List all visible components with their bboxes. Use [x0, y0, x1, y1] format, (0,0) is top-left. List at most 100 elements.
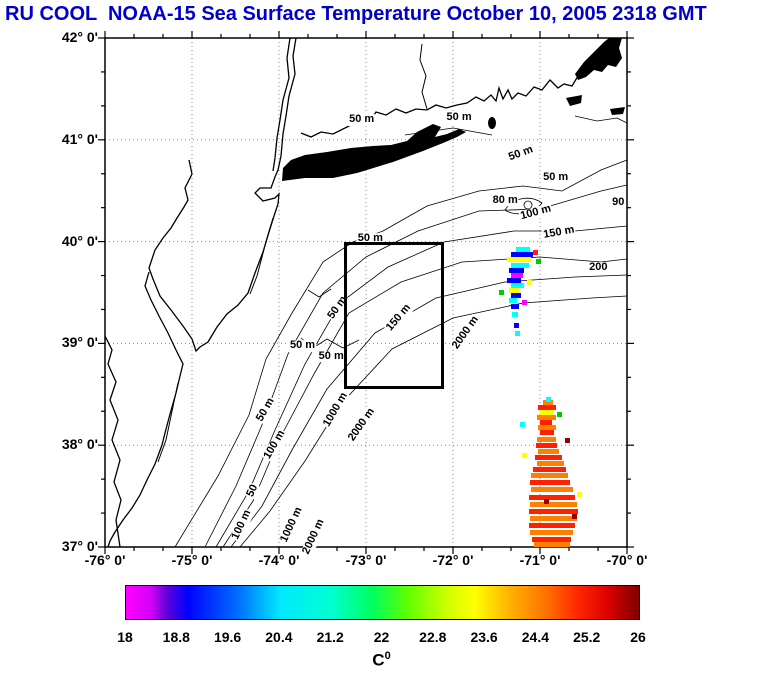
colorbar-unit-letter: C [372, 650, 385, 670]
offshore-sst-patch-north-cell [533, 250, 539, 256]
offshore-sst-patch-north [515, 247, 530, 253]
y-axis-tick-label: 37° 0' [61, 538, 98, 554]
offshore-sst-patch-north [508, 298, 518, 304]
coast-hudson-west-bank [272, 37, 291, 172]
figure-title: RU COOL NOAA-15 Sea Surface Temperature … [5, 3, 707, 25]
offshore-sst-patch-south-cell [556, 412, 562, 418]
offshore-sst-patch-north [508, 267, 525, 273]
connecticut-river [419, 43, 428, 110]
offshore-sst-patch-north [512, 312, 519, 318]
block-island [488, 117, 496, 129]
offshore-sst-patch-south [533, 467, 567, 473]
x-axis-tick-label: -76° 0' [84, 552, 126, 568]
colorbar-tick-label: 21.2 [316, 629, 344, 645]
contour-depth-label: 2000 m [449, 313, 483, 353]
contour-1000m [230, 274, 628, 548]
contour-depth-label: 80 m [491, 194, 519, 207]
coast-chesapeake-shore [104, 335, 122, 548]
offshore-sst-patch-north [511, 293, 521, 299]
offshore-sst-patch-south [538, 425, 556, 431]
colorbar-tick-label: 23.6 [470, 629, 498, 645]
contour-50m-shoals [574, 115, 628, 124]
offshore-sst-patch-south [528, 523, 575, 529]
contour-depth-label: 2000 m [345, 405, 378, 445]
offshore-sst-patch-south-cell [521, 452, 527, 458]
x-axis-tick-label: -74° 0' [258, 552, 300, 568]
offshore-sst-patch-south [540, 410, 554, 416]
colorbar-tick-label: 18 [117, 629, 133, 645]
offshore-sst-patch-north [511, 252, 534, 258]
contour-depth-label: 50 m [445, 111, 473, 125]
plot-frame [104, 37, 628, 548]
contour-100m [204, 184, 628, 548]
colorbar-tick-label: 26 [630, 629, 646, 645]
contour-depth-label: 2000 m [299, 516, 328, 558]
offshore-sst-patch-north [506, 277, 521, 283]
contour-depth-label: 100 m [229, 507, 255, 543]
offshore-sst-patch-south-cell [544, 498, 550, 504]
coast-delmarva-barrier-islands [157, 382, 179, 463]
colorbar-tick-label: 19.6 [213, 629, 242, 645]
colorbar-unit-superscript: 0 [384, 650, 391, 662]
offshore-sst-patch-south [530, 501, 577, 507]
colorbar-tick-label: 18.8 [162, 629, 190, 645]
offshore-sst-patch-north-cell [499, 290, 505, 295]
offshore-sst-patch-south-cell [520, 422, 526, 428]
nantucket [610, 107, 625, 115]
offshore-sst-patch-south [530, 530, 574, 536]
y-axis-tick-label: 41° 0' [61, 130, 98, 147]
coast-nj-barrier-islands [249, 217, 274, 295]
offshore-sst-patch-south [537, 436, 556, 442]
colorbar-tick-label: 22 [373, 629, 390, 645]
offshore-sst-patch-south [542, 399, 554, 405]
land-filled [282, 38, 625, 181]
colorbar-tick-label: 20.4 [265, 629, 293, 645]
offshore-sst-patch-south [536, 461, 565, 467]
offshore-sst-patch-south [538, 448, 560, 454]
offshore-sst-patch-south-cell [565, 437, 571, 443]
colorbar-tick-label: 25.2 [573, 629, 601, 645]
contour-depth-label: 50 [244, 482, 262, 500]
colorbar [125, 585, 640, 620]
offshore-sst-patch-south [540, 430, 554, 436]
x-axis-tick-label: -71° 0' [519, 552, 561, 568]
contour-depth-label: 50 m [356, 231, 384, 245]
offshore-sst-patch-south [528, 494, 575, 500]
offshore-sst-patch-south [531, 487, 574, 493]
marthas-vineyard [566, 95, 582, 106]
offshore-sst-patch-south [537, 415, 556, 421]
x-axis-tick-label: -75° 0' [171, 552, 213, 568]
study-area-box [344, 241, 445, 390]
offshore-sst-patch-south [531, 473, 568, 479]
contour-depth-label: 100 m [518, 202, 554, 223]
colorbar-unit: C0 [125, 650, 638, 671]
offshore-sst-patch-north [513, 322, 520, 328]
offshore-sst-patch-north [506, 257, 532, 263]
contour-2000m [239, 295, 628, 548]
offshore-sst-patch-north [511, 282, 525, 288]
cape-cod [575, 38, 622, 80]
offshore-sst-patch-south [540, 420, 553, 426]
contour-depth-label: 50 m [542, 171, 570, 185]
colorbar-tick-label: 22.8 [419, 629, 447, 645]
offshore-sst-patch-south [532, 537, 572, 543]
y-axis-tick-label: 42° 0' [61, 29, 98, 45]
offshore-sst-patch-south [533, 542, 570, 548]
offshore-sst-patch-north-cell [527, 279, 533, 285]
contour-depth-label: 50 m [253, 394, 278, 425]
sst-pixel-layer [105, 38, 627, 548]
offshore-sst-patch-south [530, 515, 577, 521]
offshore-sst-patch-north [511, 262, 529, 268]
x-axis-tick-label: -73° 0' [345, 552, 387, 568]
offshore-sst-patch-south [538, 405, 556, 411]
shelf-valley-wiggle-2 [307, 288, 332, 298]
offshore-sst-patch-south [535, 442, 558, 448]
offshore-sst-patch-south-cell [572, 513, 578, 519]
offshore-sst-patch-north [511, 272, 523, 278]
contour-200m [222, 256, 628, 548]
offshore-sst-patch-south-cell [576, 491, 582, 497]
x-axis-tick-label: -70° 0' [606, 552, 648, 568]
contour-depth-label: 50 m [348, 113, 376, 127]
offshore-sst-patch-north-cell [535, 259, 541, 265]
